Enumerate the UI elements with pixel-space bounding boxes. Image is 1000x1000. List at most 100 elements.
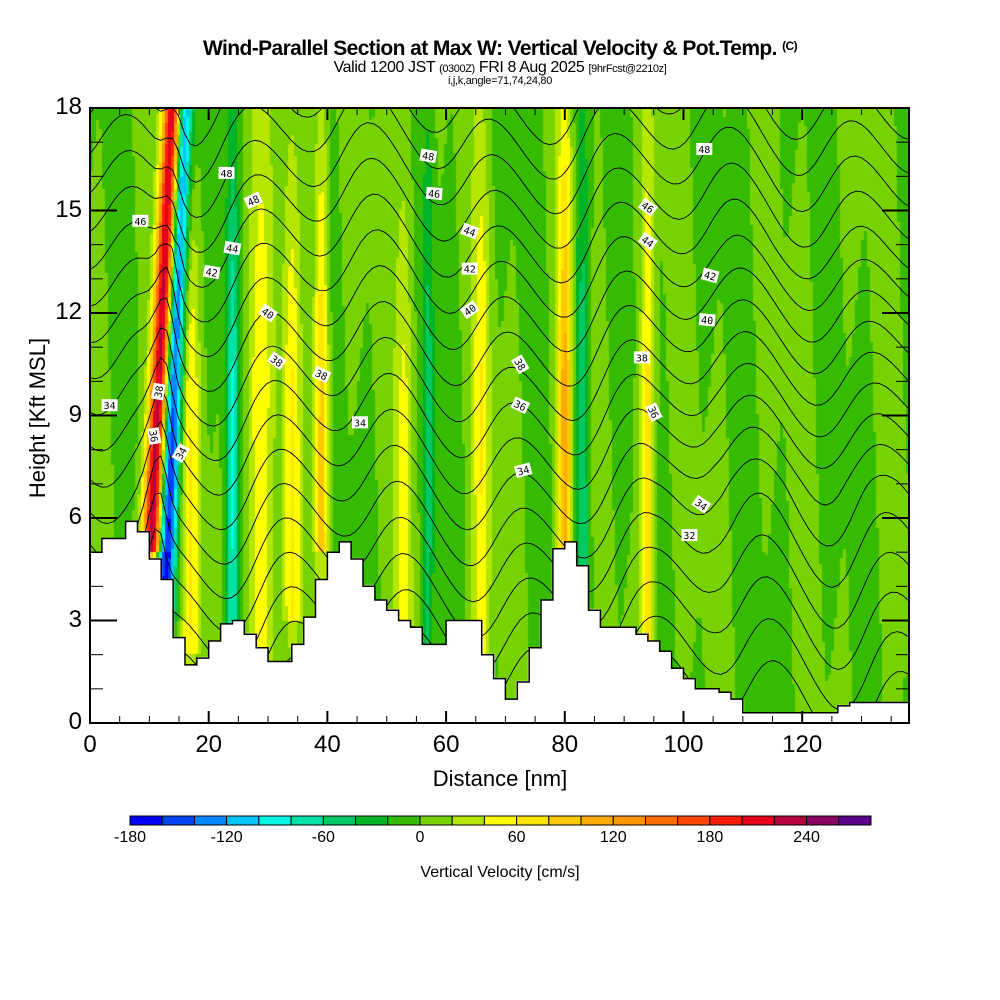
contour-label-bg — [698, 313, 716, 327]
colorbar-swatch — [322, 815, 357, 826]
colorbar-swatch — [677, 815, 711, 826]
theta-contour-41 — [89, 327, 910, 427]
theta-contour-43 — [89, 265, 910, 358]
contour-label: 44 — [460, 222, 480, 240]
copyright-mark: (C) — [782, 39, 798, 53]
contour-label: 46 — [132, 214, 149, 228]
contour-label-bg — [151, 382, 166, 401]
contour-label-text: 48 — [246, 194, 262, 209]
contour-label-bg — [644, 402, 663, 422]
x-tick-label: 100 — [663, 731, 704, 758]
colorbar-tick-label: 120 — [599, 829, 627, 846]
contour-label-bg — [425, 186, 443, 201]
contour-label-text: 36 — [146, 429, 159, 443]
valid-date: FRI 8 Aug 2025 — [478, 59, 585, 76]
colorbar-swatch — [806, 815, 840, 826]
contour-label: 40 — [698, 313, 716, 327]
theta-contour-42 — [89, 297, 910, 392]
contour-label-text: 48 — [220, 169, 232, 180]
chart-indices: i,j,k,angle=71,74,24,80 — [447, 75, 553, 87]
y-tick-label: 18 — [55, 93, 82, 120]
chart-title-text: Wind-Parallel Section at Max W: Vertical… — [202, 37, 778, 60]
contour-label-bg — [513, 462, 533, 479]
contour-label-text: 38 — [511, 357, 527, 373]
valid-prefix: Valid 1200 JST — [333, 59, 436, 76]
theta-contour-34 — [172, 576, 910, 670]
contour-label: 38 — [311, 365, 332, 384]
contour-label-bg — [258, 303, 278, 323]
contour-label: 34 — [101, 399, 118, 412]
theta-contour-39 — [89, 388, 910, 496]
contour-label-text: 42 — [464, 265, 476, 276]
contour-label-bg — [202, 264, 221, 280]
contour-label-bg — [266, 351, 287, 371]
contour-label: 36 — [510, 396, 531, 415]
theta-contour-37 — [89, 455, 910, 566]
contour-label: 48 — [243, 191, 263, 209]
contour-label-text: 36 — [512, 399, 528, 414]
colorbar-tick-label: -60 — [311, 829, 335, 846]
contour-label: 44 — [223, 240, 242, 256]
terrain-layer — [89, 520, 910, 724]
y-tick-label: 9 — [68, 400, 82, 428]
contour-label: 34 — [352, 416, 368, 429]
theta-contour-38 — [89, 420, 910, 531]
colorbar-swatch — [741, 815, 775, 826]
contour-label-text: 38 — [313, 368, 329, 383]
contour-label-bg — [681, 529, 698, 542]
contour-label: 40 — [459, 300, 480, 320]
contour-label: 42 — [461, 262, 478, 276]
colorbar-tick-label: 180 — [696, 829, 724, 846]
theta-contour-44 — [89, 229, 910, 323]
contour-label: 36 — [644, 402, 663, 422]
contour-label-text: 42 — [703, 270, 717, 284]
colorbar-tick-label: 60 — [507, 829, 526, 846]
contour-label-bg — [637, 231, 658, 251]
chart-subtitle: Valid 1200 JST (0300Z) FRI 8 Aug 2025 [9… — [0, 59, 1000, 77]
colorbar-swatch — [290, 815, 324, 826]
contour-label-text: 44 — [462, 225, 477, 239]
contour-label: 42 — [202, 264, 221, 280]
vertical-velocity-field — [90, 108, 909, 723]
x-tick-label: 20 — [195, 731, 223, 758]
contour-label-bg — [691, 494, 712, 514]
contour-label-text: 34 — [354, 418, 366, 429]
colorbar-swatch — [612, 815, 646, 826]
y-tick-label: 6 — [68, 503, 82, 530]
contour-label-text: 36 — [645, 405, 660, 421]
colorbar-swatch — [773, 815, 808, 826]
contour-label-bg — [461, 262, 478, 275]
forecast-info: [9hrFcst@2210z] — [588, 63, 667, 75]
x-tick-label: 0 — [83, 731, 97, 758]
contour-label-text: 44 — [225, 243, 239, 256]
contour-label: 38 — [266, 351, 287, 371]
y-tick-label: 15 — [55, 195, 82, 223]
contour-label-bg — [311, 365, 332, 384]
contour-label: 34 — [513, 462, 533, 479]
y-axis-title: Height [Kft MSL] — [25, 337, 50, 499]
contour-label: 48 — [218, 166, 235, 180]
colorbar-title: Vertical Velocity [cm/s] — [420, 864, 580, 881]
contour-label-bg — [510, 396, 531, 415]
contour-label: 36 — [146, 427, 162, 445]
colorbar-swatch — [483, 815, 518, 826]
colorbar-swatch — [387, 815, 421, 826]
contour-label-text: 34 — [104, 401, 116, 412]
x-axis-title: Distance [nm] — [432, 766, 568, 791]
contour-label-text: 46 — [428, 189, 441, 201]
colorbar-tick-label: 240 — [793, 829, 820, 846]
x-tick-label: 40 — [314, 731, 341, 758]
terrain-profile — [89, 520, 910, 724]
colorbar-swatch — [355, 815, 389, 826]
colorbar-swatch — [419, 815, 453, 826]
contour-label-bg — [223, 240, 242, 256]
contour-label-bg — [101, 399, 118, 412]
x-tick-label: 120 — [782, 731, 823, 758]
contour-label-text: 40 — [701, 315, 714, 327]
contour-label: 46 — [425, 186, 443, 201]
contour-label-bg — [146, 427, 162, 445]
contour-label-text: 34 — [516, 465, 530, 479]
contour-label-text: 46 — [134, 217, 146, 228]
colorbar-tick-label: -120 — [210, 829, 243, 846]
